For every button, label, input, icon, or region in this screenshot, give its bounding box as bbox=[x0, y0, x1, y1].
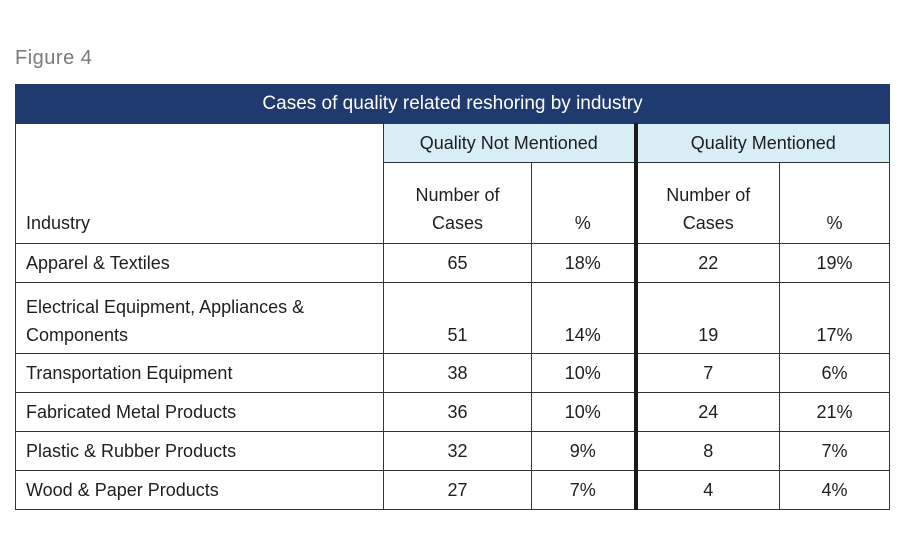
table-row: Plastic & Rubber Products 32 9% 8 7% bbox=[15, 431, 891, 471]
table-row: Fabricated Metal Products 36 10% 24 21% bbox=[15, 392, 891, 432]
qnm-pct-cell: 7% bbox=[531, 470, 636, 510]
qm-cases-cell: 19 bbox=[633, 282, 780, 354]
qnm-pct-cell: 14% bbox=[531, 282, 636, 354]
qm-cases-cell: 4 bbox=[633, 470, 780, 510]
qnm-cases-cell: 38 bbox=[383, 353, 532, 393]
table-row: Electrical Equipment, Appliances & Compo… bbox=[15, 282, 891, 354]
qm-cases-cell: 24 bbox=[633, 392, 780, 432]
header-line: Cases bbox=[431, 213, 484, 233]
qnm-cases-cell: 51 bbox=[383, 282, 532, 354]
reshoring-table-container: Cases of quality related reshoring by in… bbox=[14, 84, 891, 510]
qnm-pct-cell: 10% bbox=[531, 353, 636, 393]
group-header-quality-mentioned: Quality Mentioned bbox=[633, 123, 891, 163]
table-row: Transportation Equipment 38 10% 7 6% bbox=[15, 353, 891, 393]
qnm-cases-cell: 36 bbox=[383, 392, 532, 432]
qm-pct-cell: 19% bbox=[778, 243, 891, 283]
qnm-cases-cell: 65 bbox=[383, 243, 532, 283]
qnm-pct-cell: 18% bbox=[531, 243, 636, 283]
industry-cell: Plastic & Rubber Products bbox=[15, 431, 384, 471]
group-header-quality-not-mentioned: Quality Not Mentioned bbox=[383, 123, 636, 163]
industry-cell: Wood & Paper Products bbox=[15, 470, 384, 510]
qm-cases-cell: 7 bbox=[633, 353, 780, 393]
column-header-qnm-pct: % bbox=[531, 162, 636, 244]
column-header-qm-pct: % bbox=[778, 162, 891, 244]
qnm-pct-cell: 9% bbox=[531, 431, 636, 471]
industry-cell: Electrical Equipment, Appliances & Compo… bbox=[15, 282, 384, 354]
header-line: Cases bbox=[682, 213, 734, 233]
industry-cell: Fabricated Metal Products bbox=[15, 392, 384, 432]
qm-cases-cell: 22 bbox=[633, 243, 780, 283]
qm-pct-cell: 7% bbox=[778, 431, 891, 471]
qm-pct-cell: 17% bbox=[778, 282, 891, 354]
qnm-cases-cell: 32 bbox=[383, 431, 532, 471]
header-line: Number of bbox=[415, 185, 500, 205]
reshoring-table: Cases of quality related reshoring by in… bbox=[14, 84, 891, 510]
table-row: Apparel & Textiles 65 18% 22 19% bbox=[15, 243, 891, 283]
header-line: Number of bbox=[666, 185, 751, 205]
qnm-pct-cell: 10% bbox=[531, 392, 636, 432]
column-header-qnm-cases: Number of Cases bbox=[383, 162, 532, 244]
qm-pct-cell: 21% bbox=[778, 392, 891, 432]
table-row: Wood & Paper Products 27 7% 4 4% bbox=[15, 470, 891, 510]
qm-pct-cell: 4% bbox=[778, 470, 891, 510]
figure-label: Figure 4 bbox=[15, 47, 93, 69]
industry-cell: Transportation Equipment bbox=[15, 353, 384, 393]
column-header-industry: Industry bbox=[15, 162, 384, 244]
table-title: Cases of quality related reshoring by in… bbox=[14, 84, 891, 124]
industry-header-spacer bbox=[15, 123, 384, 163]
qm-pct-cell: 6% bbox=[778, 353, 891, 393]
column-header-qm-cases: Number of Cases bbox=[633, 162, 780, 244]
qnm-cases-cell: 27 bbox=[383, 470, 532, 510]
industry-cell: Apparel & Textiles bbox=[15, 243, 384, 283]
qm-cases-cell: 8 bbox=[633, 431, 780, 471]
